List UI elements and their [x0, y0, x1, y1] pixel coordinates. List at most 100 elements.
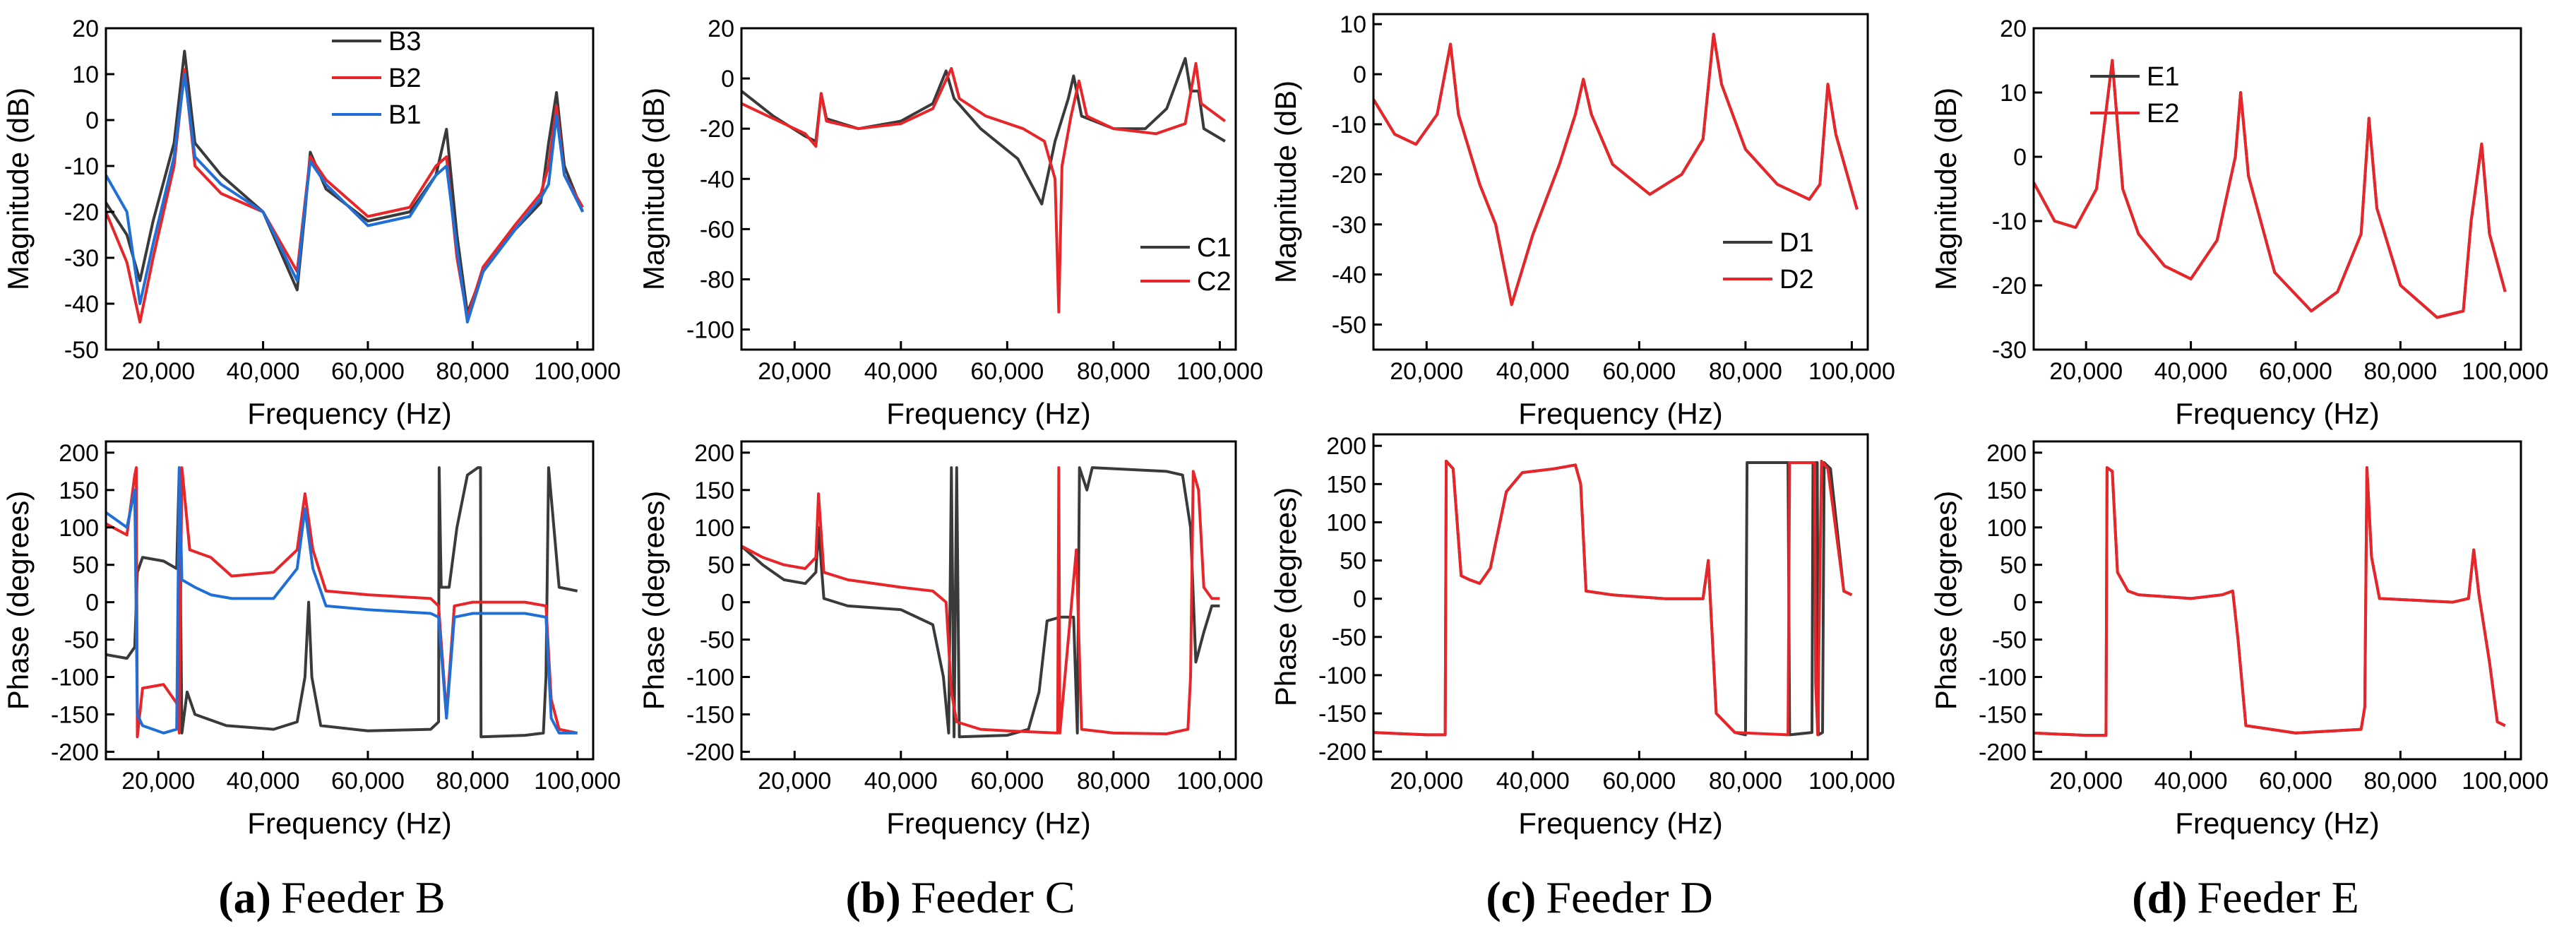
- plot-frame: [1372, 13, 1869, 351]
- legend-label-d1: D1: [1779, 228, 1814, 258]
- y-tick-label: 20: [2000, 16, 2027, 42]
- y-tick-label: -100: [686, 317, 734, 344]
- y-tick-label: -30: [1332, 212, 1366, 239]
- x-tick-label: 20,000: [1390, 358, 1463, 385]
- y-tick-label: -100: [686, 665, 734, 691]
- chart-c_phase: 20,000 40,000 60,000 80,000 100,000 -200 -150 -…: [637, 440, 1263, 840]
- y-tick-label: -50: [64, 337, 99, 364]
- plot-frame: [1372, 433, 1869, 761]
- x-tick-label: 60,000: [1602, 358, 1676, 385]
- x-tick-label: 40,000: [227, 768, 300, 795]
- y-tick-label: 150: [59, 477, 99, 504]
- y-tick-label: 0: [85, 107, 99, 134]
- y-tick-label: -60: [700, 216, 734, 243]
- y-tick-label: -100: [1318, 662, 1366, 689]
- chart-d_mag: 20,000 40,000 60,000 80,000 100,000 -50 -40 -30…: [1269, 11, 1895, 430]
- caption-b: (b) Feeder C: [845, 872, 1075, 922]
- chart-b_phase: 20,000 40,000 60,000 80,000 100,000 -200 -150 -…: [1, 440, 621, 840]
- x-tick-label: 80,000: [2363, 358, 2437, 385]
- series-line-c2-c_mag: [741, 61, 1227, 314]
- caption-b-label: (b): [845, 872, 900, 922]
- y-tick-label: 20: [708, 16, 734, 42]
- y-axis-title: Phase (degrees): [637, 491, 670, 711]
- x-axis-title: Frequency (Hz): [886, 397, 1090, 430]
- x-tick-label: 100,000: [2462, 768, 2548, 795]
- y-tick-label: 100: [59, 515, 99, 542]
- y-axis-title: Magnitude (dB): [1269, 81, 1302, 283]
- y-tick-label: 10: [1340, 11, 1366, 38]
- y-tick-label: -150: [1979, 701, 2027, 728]
- y-tick-label: 0: [1353, 586, 1366, 613]
- y-tick-label: -20: [1992, 273, 2027, 299]
- y-tick-label: -50: [64, 627, 99, 654]
- y-tick-label: -10: [64, 153, 99, 180]
- x-tick-label: 20,000: [2049, 358, 2123, 385]
- series-line-e2-e_mag: [2034, 59, 2507, 319]
- y-tick-label: 100: [694, 515, 734, 542]
- y-tick-label: 50: [708, 552, 734, 579]
- y-tick-label: 200: [59, 440, 99, 467]
- x-tick-label: 100,000: [2462, 358, 2548, 385]
- x-axis-title: Frequency (Hz): [886, 807, 1090, 840]
- series-line-b1-b_phase: [106, 466, 578, 735]
- legend-label-c1: C1: [1197, 233, 1232, 263]
- plot-frame: [105, 440, 595, 761]
- chart-c_mag: 20,000 40,000 60,000 80,000 100,000 -100 -80 -6…: [637, 16, 1263, 430]
- legend-label-e1: E1: [2147, 62, 2179, 92]
- y-tick-label: -40: [700, 166, 734, 193]
- y-tick-label: -200: [1318, 739, 1366, 766]
- y-tick-label: -200: [51, 739, 99, 766]
- caption-d: (d) Feeder E: [2132, 872, 2359, 922]
- y-tick-label: 0: [1353, 61, 1366, 88]
- x-axis-title: Frequency (Hz): [2175, 807, 2379, 840]
- series-line-c2-c_phase: [741, 466, 1220, 735]
- y-axis-title: Magnitude (dB): [1, 88, 35, 290]
- caption-c: (c) Feeder D: [1486, 872, 1712, 922]
- x-tick-label: 60,000: [1602, 768, 1676, 795]
- legend-label-c2: C2: [1197, 267, 1232, 297]
- y-tick-label: -50: [1992, 627, 2027, 654]
- series-line-b3-b_phase: [106, 466, 578, 739]
- legend-label-d2: D2: [1779, 265, 1814, 295]
- caption-c-text: Feeder D: [1546, 872, 1712, 922]
- y-tick-label: -100: [1979, 665, 2027, 691]
- y-tick-label: -20: [64, 199, 99, 226]
- y-tick-label: -50: [1332, 624, 1366, 651]
- caption-d-label: (d): [2132, 872, 2187, 922]
- x-tick-label: 100,000: [1176, 768, 1263, 795]
- y-tick-label: 100: [1986, 515, 2027, 542]
- series-line-e2-e_phase: [2034, 466, 2506, 737]
- plot-frame: [2032, 27, 2522, 351]
- series-line-e1-e_mag: [2034, 59, 2507, 319]
- x-tick-label: 20,000: [2049, 768, 2123, 795]
- x-tick-label: 80,000: [436, 358, 509, 385]
- y-tick-label: 200: [1326, 433, 1366, 460]
- legend-label-e2: E2: [2147, 99, 2179, 129]
- x-tick-label: 20,000: [758, 768, 831, 795]
- y-axis-title: Phase (degrees): [1, 491, 35, 711]
- y-tick-label: 50: [2000, 552, 2027, 579]
- y-tick-label: 200: [694, 440, 734, 467]
- y-axis-title: Magnitude (dB): [637, 88, 670, 290]
- y-tick-label: -200: [1979, 739, 2027, 766]
- series-line-c1-c_phase: [741, 466, 1220, 739]
- y-tick-label: -150: [51, 701, 99, 728]
- x-tick-label: 80,000: [2363, 768, 2437, 795]
- chart-b_mag: 20,000 40,000 60,000 80,000 100,000 -50 -40 -30…: [1, 16, 621, 430]
- series-line-d2-d_phase: [1373, 459, 1853, 737]
- y-tick-label: 10: [72, 61, 99, 88]
- x-axis-title: Frequency (Hz): [1518, 807, 1722, 840]
- plot-frame: [105, 27, 595, 351]
- x-tick-label: 60,000: [970, 768, 1044, 795]
- x-tick-label: 20,000: [121, 358, 195, 385]
- y-tick-label: 200: [1986, 440, 2027, 467]
- y-tick-label: 150: [1986, 477, 2027, 504]
- x-tick-label: 100,000: [534, 768, 621, 795]
- y-tick-label: 50: [72, 552, 99, 579]
- y-tick-label: 0: [2013, 144, 2027, 171]
- caption-c-label: (c): [1486, 872, 1536, 922]
- x-axis-title: Frequency (Hz): [2175, 397, 2379, 430]
- caption-a-text: Feeder B: [281, 872, 446, 922]
